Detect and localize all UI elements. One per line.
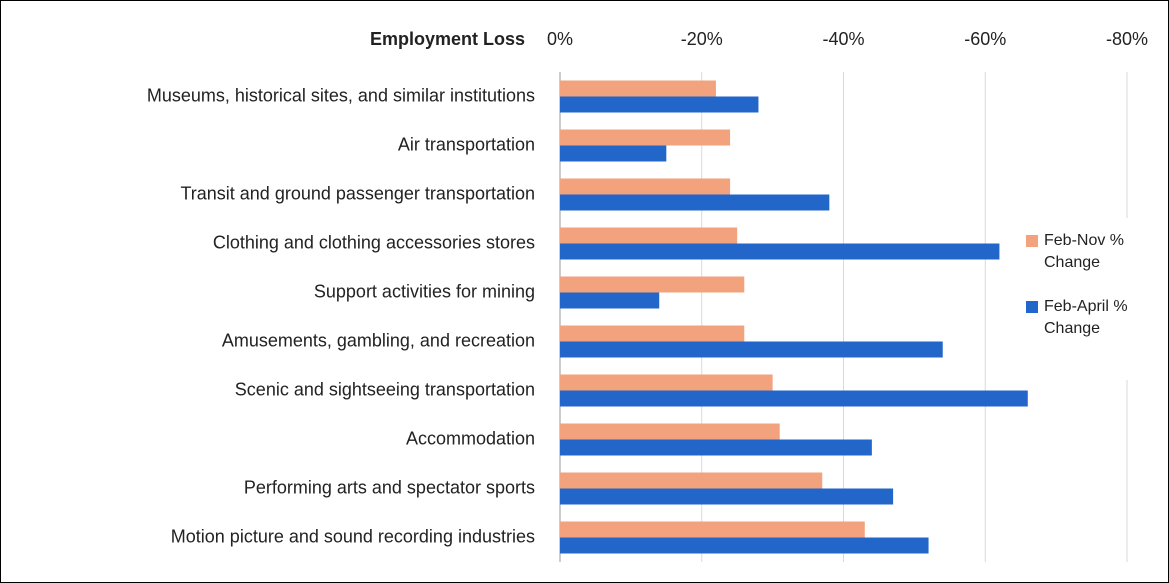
y-tick-label: Accommodation [406, 428, 535, 448]
y-tick-label: Scenic and sightseeing transportation [235, 379, 535, 399]
bar [560, 521, 865, 538]
bar [560, 178, 731, 195]
x-tick-label: -60% [964, 29, 1006, 49]
bar [560, 423, 780, 440]
bar [560, 390, 1028, 407]
x-tick-label: -20% [681, 29, 723, 49]
y-tick-label: Motion picture and sound recording indus… [171, 526, 535, 546]
bar [560, 341, 943, 358]
legend-backdrop [1022, 218, 1168, 380]
bar [560, 227, 738, 244]
bar [560, 325, 745, 342]
y-tick-label: Transit and ground passenger transportat… [180, 183, 535, 203]
bar [560, 537, 929, 554]
bar [560, 276, 745, 293]
x-tick-label: -80% [1106, 29, 1148, 49]
legend: Feb-Nov % Change Feb-April % Change [1026, 230, 1166, 362]
legend-swatch [1026, 301, 1038, 313]
bar [560, 374, 773, 391]
bar [560, 439, 872, 456]
bar [560, 194, 830, 211]
bar [560, 129, 731, 146]
bar [560, 292, 660, 309]
bar [560, 145, 667, 162]
legend-swatch [1026, 235, 1038, 247]
bar [560, 472, 823, 489]
y-tick-label: Clothing and clothing accessories stores [213, 232, 535, 252]
x-tick-label: -40% [822, 29, 864, 49]
y-tick-label: Museums, historical sites, and similar i… [147, 85, 535, 105]
legend-label: Feb-Nov % Change [1044, 232, 1125, 271]
axis-title: Employment Loss [370, 29, 525, 49]
y-tick-label: Performing arts and spectator sports [244, 477, 535, 497]
legend-item: Feb-Nov % Change [1026, 230, 1166, 274]
legend-item: Feb-April % Change [1026, 296, 1166, 340]
bar [560, 488, 894, 505]
legend-label: Feb-April % Change [1044, 298, 1128, 337]
y-tick-label: Amusements, gambling, and recreation [222, 330, 535, 350]
bar [560, 96, 759, 113]
y-tick-label: Air transportation [398, 134, 535, 154]
x-tick-label: 0% [547, 29, 573, 49]
y-tick-label: Support activities for mining [314, 281, 535, 301]
bar [560, 243, 1000, 260]
bar [560, 80, 716, 97]
